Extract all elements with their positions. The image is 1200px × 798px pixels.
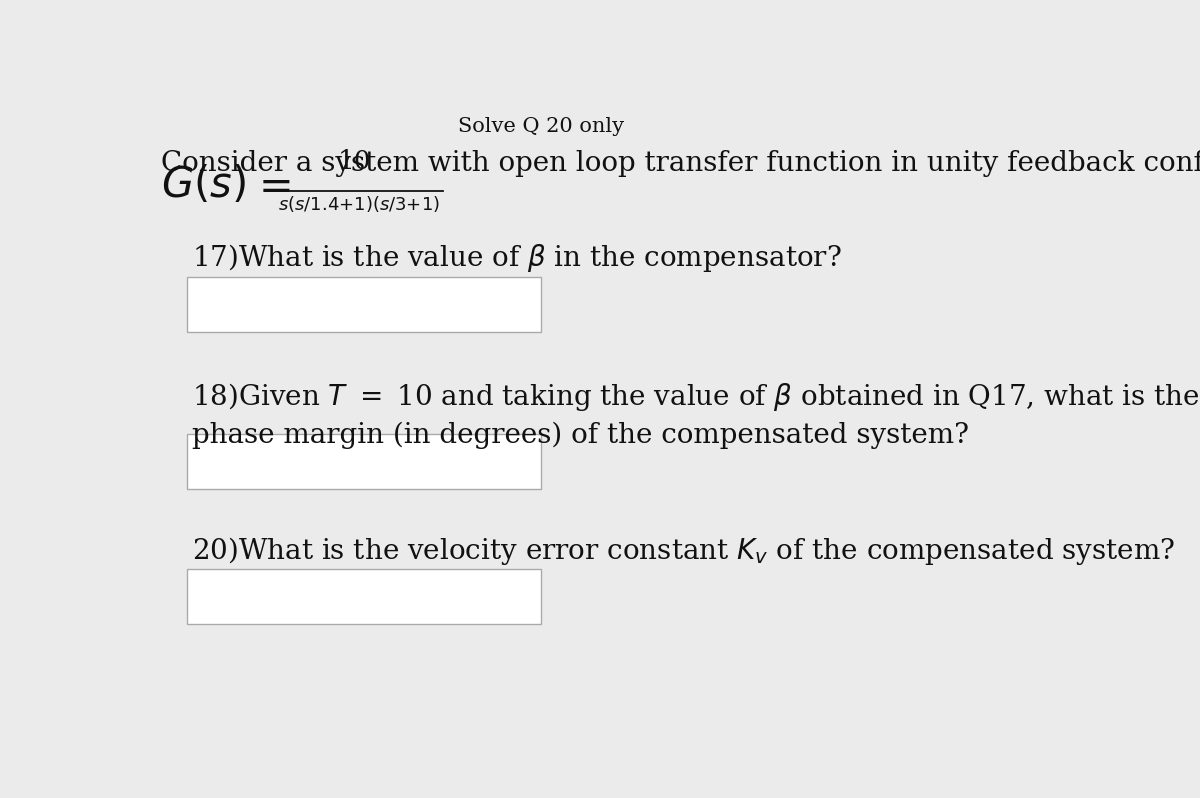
FancyBboxPatch shape [187, 434, 540, 489]
Text: $=$: $=$ [250, 164, 290, 206]
Text: $G(s)$: $G(s)$ [161, 164, 246, 206]
Text: 10: 10 [338, 148, 371, 174]
Text: 18)Given $T$ $=$ 10 and taking the value of $\beta$ obtained in Q17, what is the: 18)Given $T$ $=$ 10 and taking the value… [192, 381, 1200, 413]
FancyBboxPatch shape [187, 569, 540, 624]
Text: Solve Q 20 only: Solve Q 20 only [457, 117, 624, 136]
FancyBboxPatch shape [187, 277, 540, 332]
Text: $s(s/1.4{+}1)(s/3{+}1)$: $s(s/1.4{+}1)(s/3{+}1)$ [278, 194, 440, 214]
Text: 20)What is the velocity error constant $K_v$ of the compensated system?: 20)What is the velocity error constant $… [192, 535, 1175, 567]
Text: Consider a system with open loop transfer function in unity feedback configurati: Consider a system with open loop transfe… [161, 150, 1200, 177]
Text: 17)What is the value of $\beta$ in the compensator?: 17)What is the value of $\beta$ in the c… [192, 242, 841, 274]
Text: phase margin (in degrees) of the compensated system?: phase margin (in degrees) of the compens… [192, 421, 968, 448]
